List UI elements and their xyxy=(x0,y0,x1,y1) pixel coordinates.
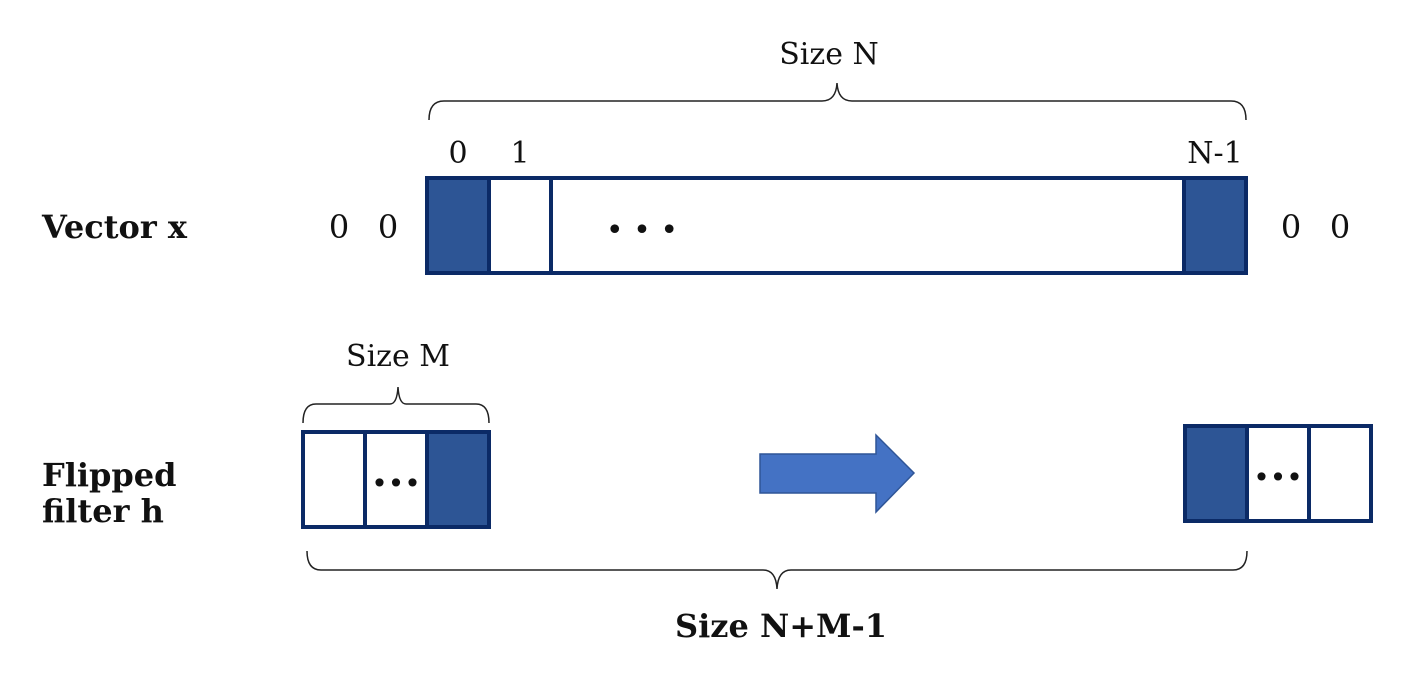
vector-x-ellipsis: • • • xyxy=(606,213,678,248)
vector-x-cell-1 xyxy=(487,176,553,275)
size-m-label: Size M xyxy=(346,339,450,374)
index-n-minus-1-label: N-1 xyxy=(1187,136,1242,171)
left-zero-padding-1: 0 xyxy=(329,208,349,246)
filter-h-end-ellipsis: ••• xyxy=(1253,461,1303,494)
filter-h-start-cell-2 xyxy=(363,430,429,529)
filter-h-start-ellipsis: ••• xyxy=(371,467,421,500)
vector-x-cell-last xyxy=(1182,176,1248,275)
index-1-label: 1 xyxy=(510,136,529,171)
vector-x: • • • xyxy=(425,176,1248,275)
size-m-brace xyxy=(302,386,490,424)
filter-h-end-cell-2 xyxy=(1245,424,1311,523)
right-arrow-icon xyxy=(759,433,916,514)
right-zero-padding-1: 0 xyxy=(1281,208,1301,246)
filter-h-end: ••• xyxy=(1183,424,1373,523)
index-0-label: 0 xyxy=(448,136,467,171)
vector-x-middle-cells xyxy=(549,176,1186,275)
flipped-filter-label-line2: filter h xyxy=(42,492,164,530)
size-n-brace xyxy=(428,82,1247,121)
filter-h-end-cell-1 xyxy=(1183,424,1249,523)
size-n-label: Size N xyxy=(779,37,879,72)
vector-x-label: Vector x xyxy=(41,208,188,246)
filter-h-start: ••• xyxy=(301,430,491,529)
filter-h-end-cell-3 xyxy=(1307,424,1373,523)
size-total-brace xyxy=(306,550,1248,590)
flipped-filter-label-line1: Flipped xyxy=(42,456,177,494)
filter-h-start-cell-3 xyxy=(425,430,491,529)
filter-h-start-cell-1 xyxy=(301,430,367,529)
size-total-label: Size N+M-1 xyxy=(675,607,887,645)
left-zero-padding-2: 0 xyxy=(378,208,398,246)
right-zero-padding-2: 0 xyxy=(1330,208,1350,246)
vector-x-cell-0 xyxy=(425,176,491,275)
